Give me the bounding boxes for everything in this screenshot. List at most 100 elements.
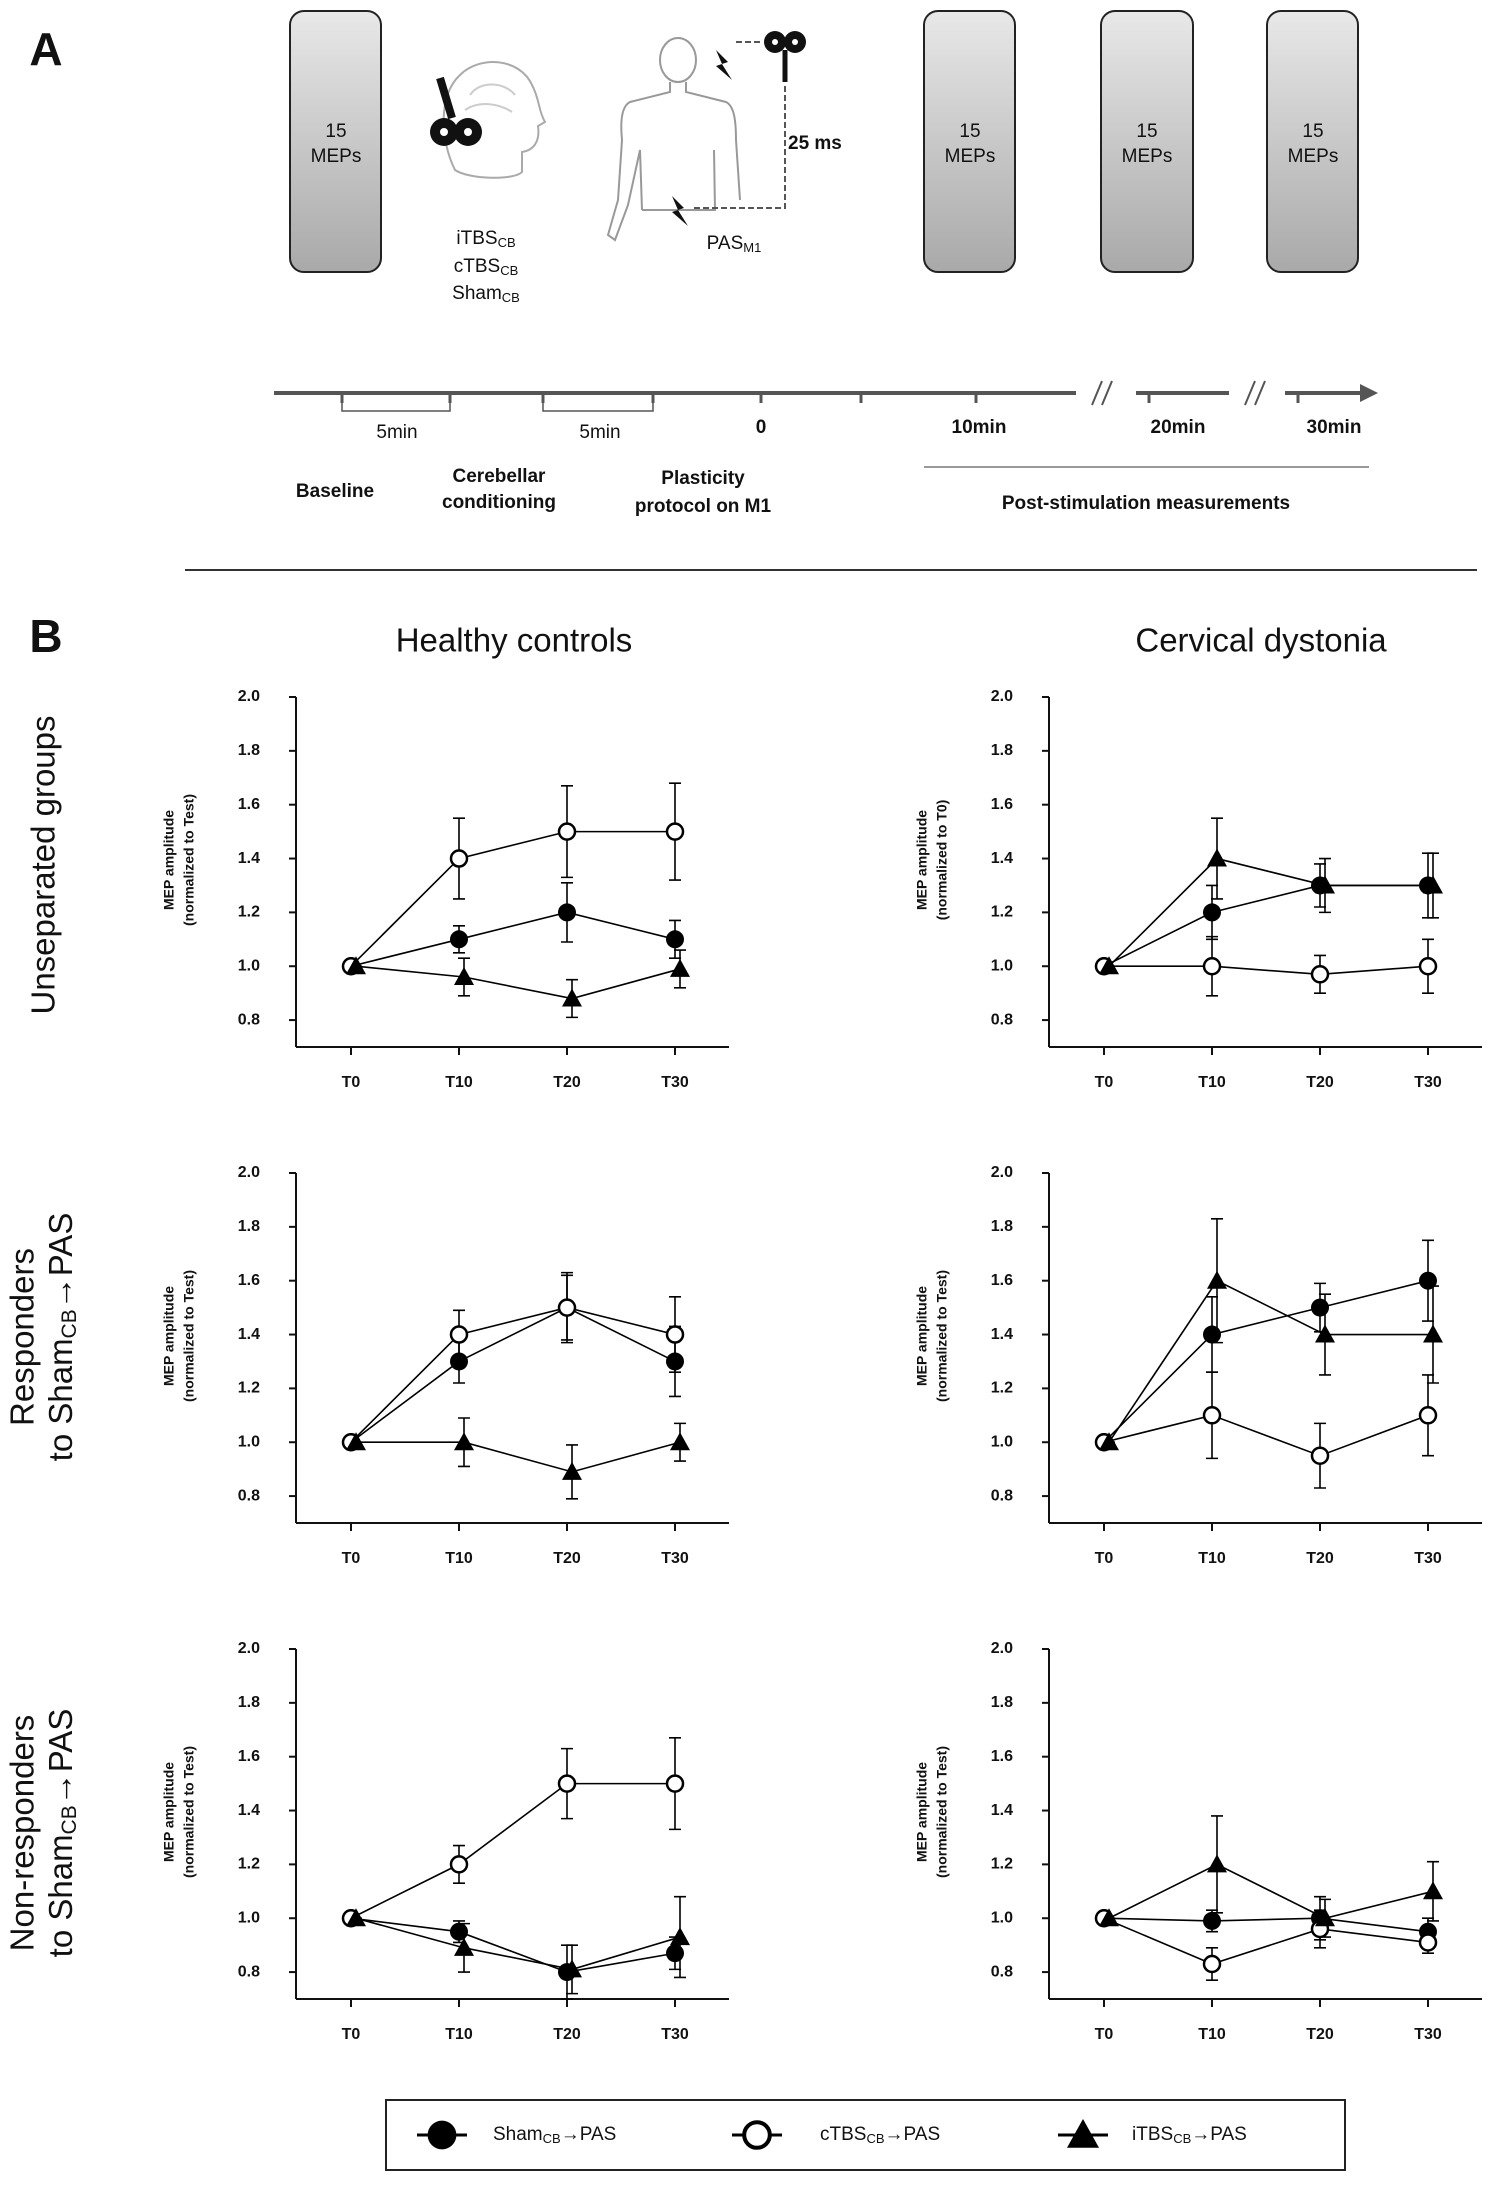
box-text: MEPs [311,146,362,167]
chart: 0.8 1.0 1.2 1.4 1.6 1.8 2.0 MEP amplitude (norma… [161,1164,729,1567]
series-line [350,911,676,968]
y-tick-label: 0.8 [238,1011,260,1028]
body-icon [606,37,741,242]
chart: 0.8 1.0 1.2 1.4 1.6 1.8 2.0 MEP amplitude (norma… [914,1164,1482,1567]
box [289,10,382,273]
label-main: to Sham [42,1338,79,1461]
y-tick-label: 1.6 [991,1748,1013,1765]
series-line [1108,1279,1433,1443]
row-label: to ShamCB→PAS [42,1709,81,1958]
y-tick-label: 1.2 [238,1856,260,1873]
x-tick-label: T0 [342,1074,361,1091]
protocol-label: cTBSCB [454,256,519,278]
marker [449,1855,469,1874]
label-main: iTBS [1132,2124,1173,2145]
series-line [350,1917,676,1973]
label-main: Sham [452,283,502,304]
label-sub: CB [500,263,518,278]
y-tick-label: 1.8 [991,1218,1013,1235]
y-tick-label: 2.0 [238,1640,260,1657]
x-tick-label: T10 [1198,2026,1226,2043]
y-tick-label: 1.8 [991,1694,1013,1711]
marker [449,1325,469,1344]
marker [666,930,684,949]
label-sub: CB [58,1309,81,1338]
head-icon [442,61,547,179]
label-main: PAS [707,233,744,254]
x-tick-label: T30 [1414,2026,1442,2043]
series-line [350,830,675,967]
y-tick-label: 1.6 [238,796,260,813]
marker [1315,875,1335,894]
marker [1310,965,1330,984]
series-line [1103,884,1428,967]
y-tick-label: 1.0 [991,1433,1013,1450]
y-tick-label: 1.4 [238,1326,260,1343]
y-axis-label: (normalized to Test) [934,1746,950,1878]
y-tick-label: 2.0 [991,1640,1013,1657]
protocol-label: iTBSCB [456,228,515,250]
y-tick-label: 1.0 [991,957,1013,974]
x-tick-label: T10 [445,1550,473,1567]
series-line [1103,1917,1429,1933]
series-line [1103,1917,1429,1965]
row-label: Non-responders [4,1715,41,1952]
label-main: iTBS [456,228,497,249]
marker [1423,1324,1443,1343]
chart: 0.8 1.0 1.2 1.4 1.6 1.8 2.0 MEP amplitude (norma… [161,688,729,1091]
box [1100,10,1194,273]
y-tick-label: 1.6 [238,1272,260,1289]
marker [454,1937,474,1956]
panel-label: B [29,610,62,662]
marker [562,1461,582,1480]
marker [557,822,577,841]
phase-label: conditioning [442,492,556,513]
box-text: 15 [959,121,980,142]
y-tick-label: 1.0 [238,1909,260,1926]
y-axis-label: MEP amplitude [914,1762,930,1862]
marker [1315,1324,1335,1343]
marker [1207,1854,1227,1873]
x-tick-label: T10 [445,1074,473,1091]
phase-label: Plasticity [661,468,745,489]
timeline [274,380,1378,468]
marker [670,958,690,977]
label-rest: →PAS [42,1213,79,1310]
x-tick-label: T0 [342,1550,361,1567]
marker [562,988,582,1007]
marker [1207,848,1227,867]
marker [1067,2119,1099,2148]
label-sub: CB [866,2131,884,2146]
x-tick-label: T10 [1198,1074,1226,1091]
x-tick-label: T20 [1306,1550,1334,1567]
y-axis-label: (normalized to Test) [181,1270,197,1402]
marker [1310,1446,1330,1465]
marker [1203,1911,1221,1930]
y-tick-label: 0.8 [238,1487,260,1504]
box [923,10,1016,273]
x-tick-label: T20 [553,1550,581,1567]
marker [665,1774,685,1793]
marker [450,1922,468,1941]
y-tick-label: 2.0 [991,688,1013,705]
box-text: 15 [325,121,346,142]
label-rest: →PAS [42,1709,79,1806]
y-tick-label: 1.8 [238,1694,260,1711]
marker [1419,1271,1437,1290]
y-tick-label: 1.4 [238,850,260,867]
box-text: 15 [1136,121,1157,142]
series-line [1103,1279,1429,1443]
box [1266,10,1359,273]
label-sub: M1 [743,240,761,255]
y-axis-label: (normalized to Test) [181,1746,197,1878]
y-tick-label: 0.8 [991,1487,1013,1504]
series-line [1103,1414,1429,1457]
label-main: to Sham [42,1834,79,1957]
label-sub: CB [543,2131,561,2146]
y-tick-label: 1.0 [238,1433,260,1450]
x-tick-label: T30 [1414,1074,1442,1091]
y-tick-label: 1.6 [991,796,1013,813]
marker [1202,1954,1222,1974]
marker [742,2120,772,2150]
marker [1203,903,1221,922]
